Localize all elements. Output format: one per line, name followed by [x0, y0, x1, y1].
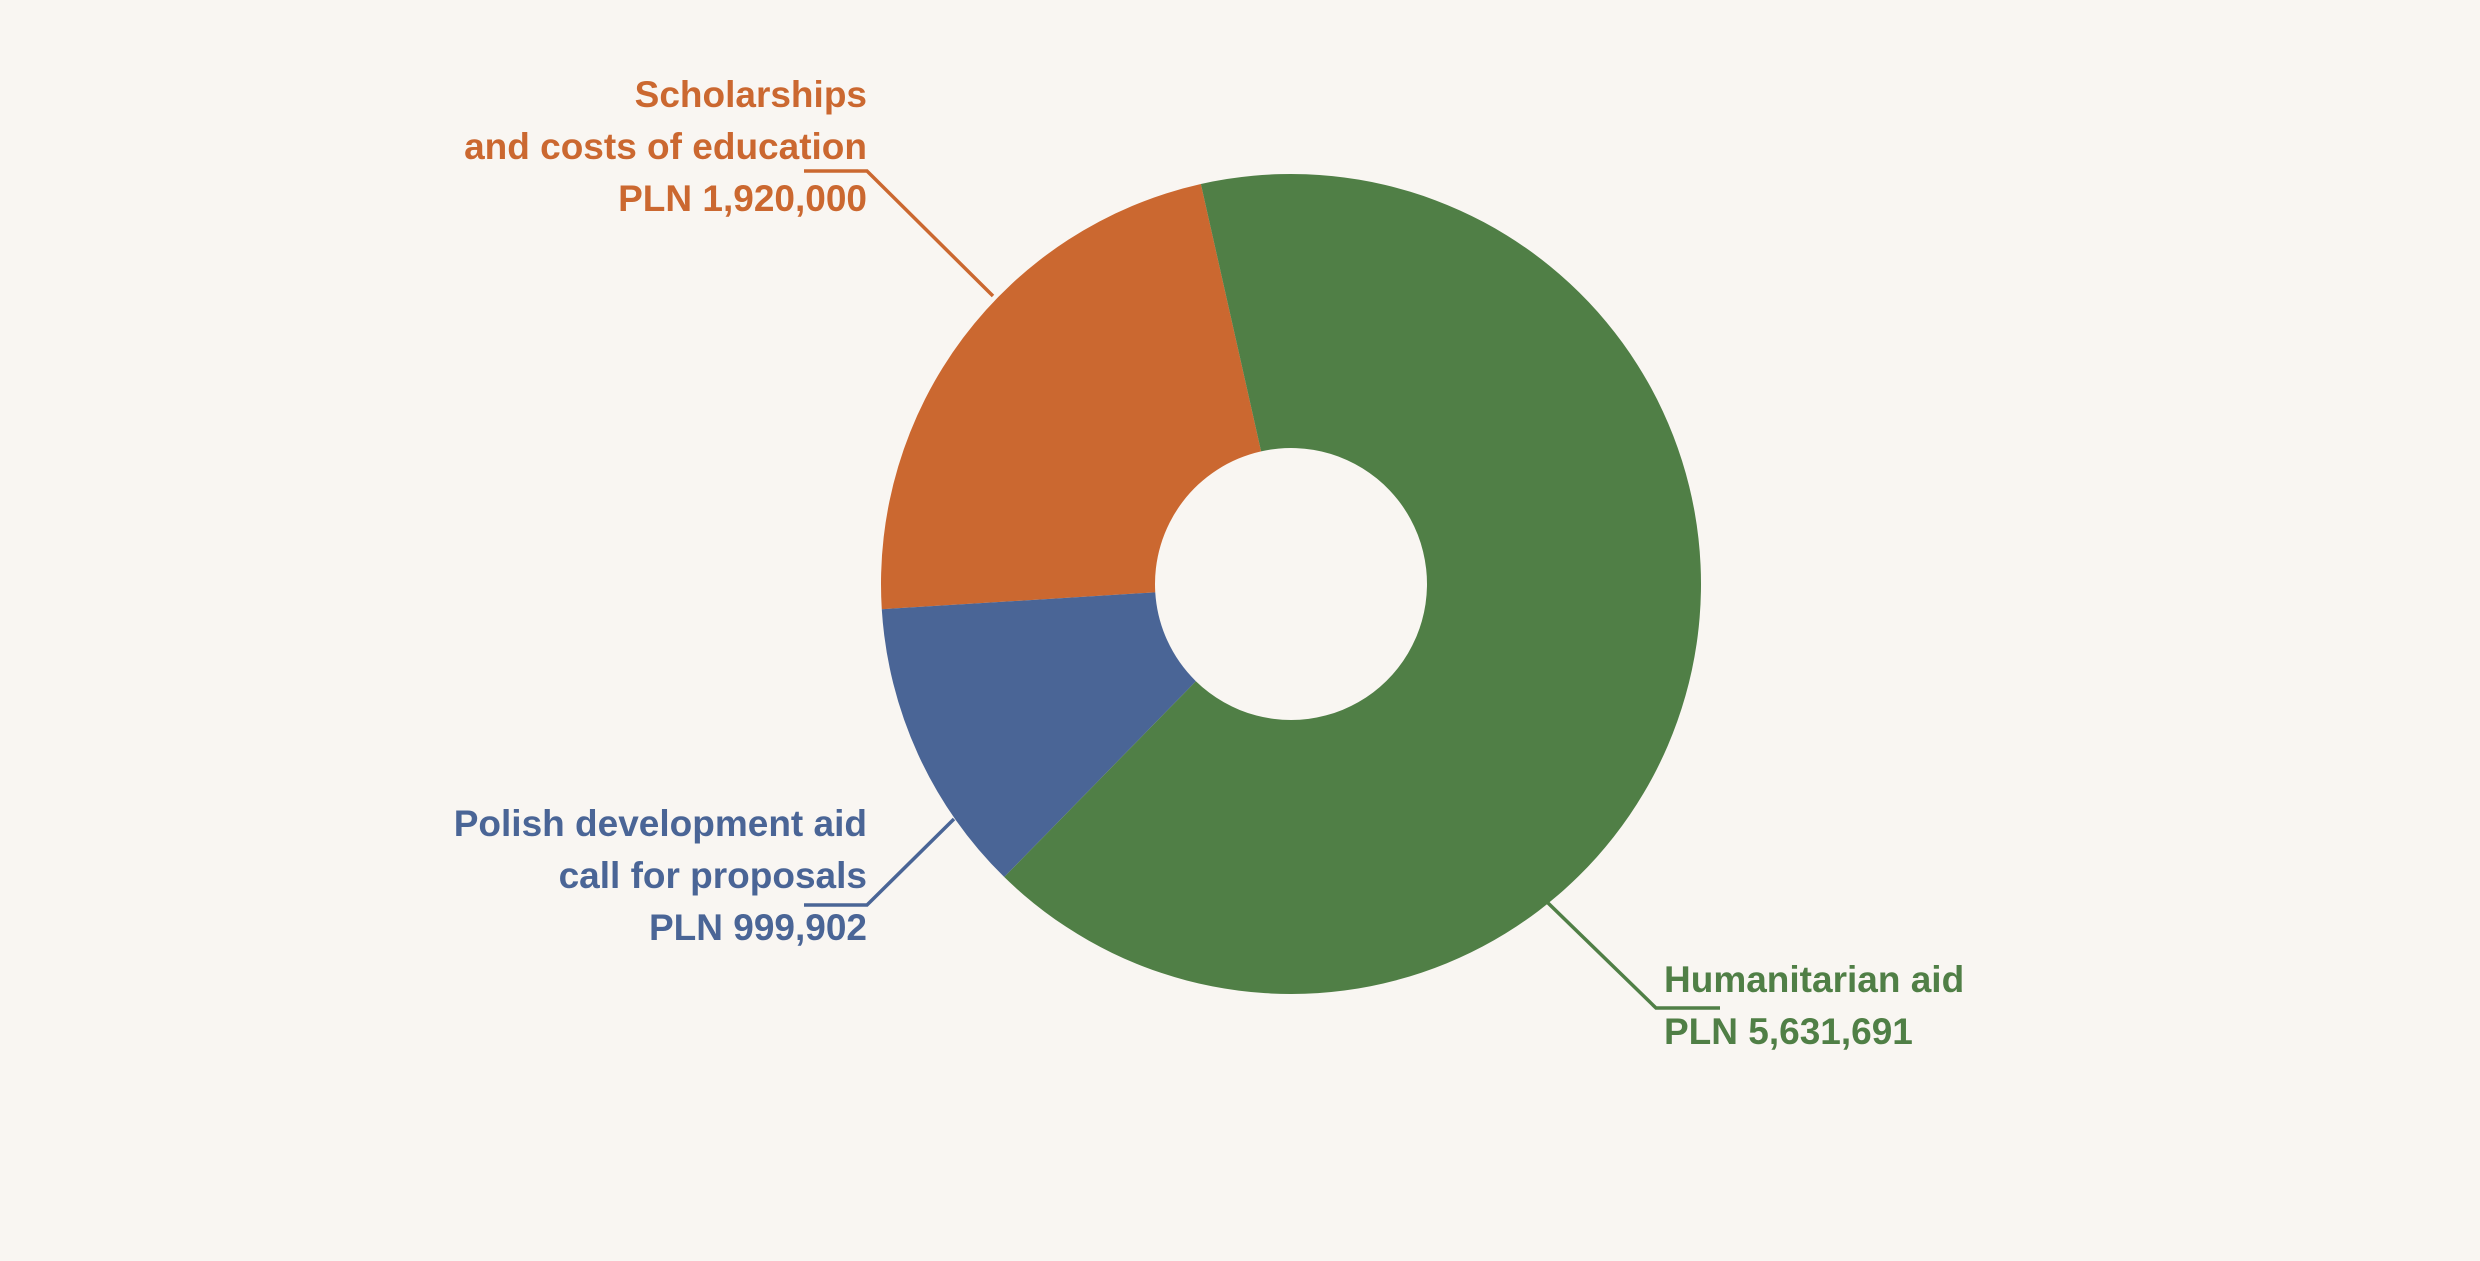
leader-line	[1545, 900, 1720, 1010]
donut-slice	[881, 592, 1196, 878]
leader-line	[804, 817, 956, 907]
slice-value-label: PLN 5,631,691	[1664, 1011, 1913, 1052]
donut-slice	[1004, 173, 1702, 994]
slice-label: Humanitarian aid	[1664, 959, 1964, 1000]
slice-value-label: PLN 999,902	[649, 907, 867, 948]
donut-slice	[881, 184, 1262, 610]
slice-label: Scholarships and costs of education	[464, 74, 867, 167]
slice-value-label: PLN 1,920,000	[618, 178, 867, 219]
slice-label: Polish development aid call for proposals	[454, 803, 867, 896]
leader-line	[804, 169, 995, 298]
